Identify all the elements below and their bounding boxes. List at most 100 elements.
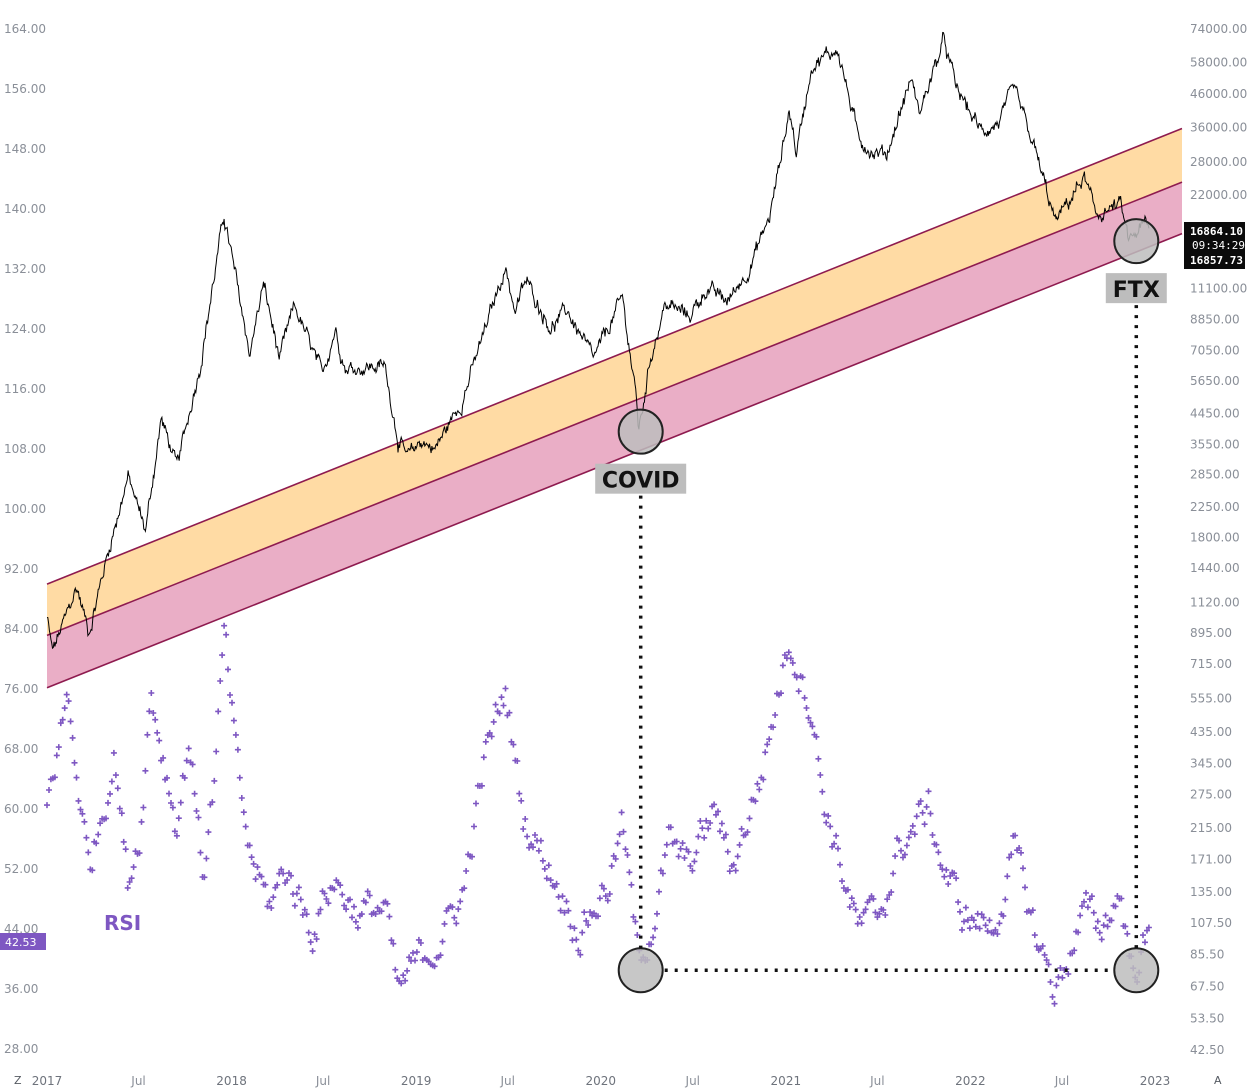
rsi-point: [61, 705, 68, 712]
rsi-point: [856, 914, 863, 920]
rsi-point: [919, 809, 926, 816]
rsi-point: [219, 652, 226, 659]
rsi-point: [197, 849, 204, 856]
rsi-point: [288, 872, 294, 879]
price-tag-bg: [1184, 222, 1245, 269]
rsi-point: [1041, 951, 1048, 958]
rsi-point: [903, 842, 910, 849]
channel-upper-line: [46, 127, 1183, 585]
rsi-point: [1012, 832, 1019, 839]
rsi-point: [227, 692, 233, 698]
rsi-point: [1000, 912, 1007, 919]
corner-right-label[interactable]: A: [1214, 1074, 1222, 1087]
rsi-point: [230, 717, 237, 724]
rsi-point: [996, 920, 1003, 927]
rsi-point: [724, 848, 731, 855]
rsi-point: [364, 888, 371, 895]
rsi-point: [268, 905, 275, 911]
right-tick-label: 1120.00: [1190, 595, 1240, 609]
rsi-point: [463, 868, 470, 874]
rsi-point: [620, 828, 627, 835]
rsi-point: [305, 929, 312, 936]
rsi-point: [1112, 903, 1119, 910]
rsi-point: [413, 949, 420, 956]
rsi-point: [490, 718, 497, 725]
rsi-point: [604, 897, 611, 904]
rsi-point: [955, 899, 962, 906]
rsi-point: [933, 841, 940, 848]
rsi-point: [815, 755, 822, 762]
rsi-point: [858, 920, 865, 927]
rsi-point: [301, 906, 308, 913]
rsi-point: [598, 882, 605, 889]
channel-lower-line: [46, 232, 1183, 689]
channel-mid-line: [46, 181, 1183, 637]
rsi-point: [699, 825, 706, 832]
rsi-point: [673, 838, 680, 845]
rsi-point: [626, 869, 633, 876]
rsi-point: [217, 678, 224, 684]
rsi-point: [966, 925, 973, 932]
rsi-point: [1098, 936, 1105, 943]
rsi-point: [762, 749, 769, 756]
rsi-point: [909, 822, 916, 829]
rsi-point: [502, 685, 509, 692]
rsi-point: [905, 834, 912, 841]
rsi-point: [628, 881, 635, 888]
rsi-point: [122, 846, 129, 853]
rsi-point: [850, 900, 857, 907]
rsi-point: [738, 825, 745, 832]
rsi-point: [833, 832, 840, 839]
rsi-point: [453, 920, 460, 927]
rsi-point: [915, 801, 922, 808]
corner-left-label[interactable]: Z: [14, 1074, 22, 1087]
x-tick-label: Jul: [130, 1074, 145, 1088]
right-tick-label: 2250.00: [1190, 500, 1240, 514]
rsi-point: [274, 881, 281, 888]
rsi-point: [51, 774, 58, 781]
rsi-point: [984, 928, 991, 935]
price-tag-close: 16857.73: [1190, 254, 1243, 267]
rsi-point: [140, 804, 147, 811]
rsi-point: [65, 698, 72, 705]
rsi-point: [236, 774, 243, 781]
rsi-point: [347, 896, 353, 903]
rsi-point: [827, 823, 834, 830]
rsi-point: [57, 720, 64, 727]
rsi-point: [77, 806, 84, 813]
rsi-point: [514, 758, 521, 764]
rsi-point: [543, 875, 550, 882]
rsi-point: [551, 883, 558, 890]
rsi-point: [457, 898, 464, 905]
rsi-point: [238, 795, 245, 801]
rsi-point: [516, 790, 523, 797]
right-tick-label: 107.50: [1190, 916, 1232, 930]
rsi-point: [862, 906, 869, 913]
left-tick-label: 100.00: [4, 502, 46, 516]
rsi-point: [193, 808, 200, 814]
rsi-point: [506, 709, 513, 716]
rsi-point: [1096, 929, 1103, 936]
rsi-point: [354, 924, 361, 931]
rsi-point: [146, 708, 153, 715]
right-tick-label: 74000.00: [1190, 22, 1247, 36]
rsi-point: [107, 790, 113, 797]
right-tick-label: 555.00: [1190, 691, 1232, 705]
rsi-point: [1033, 943, 1040, 950]
rsi-point: [278, 866, 285, 873]
rsi-point: [473, 800, 479, 807]
rsi-point: [860, 909, 867, 916]
rsi-point: [500, 702, 507, 709]
covid-label: COVID: [602, 469, 680, 494]
rsi-point: [986, 917, 993, 924]
right-tick-label: 215.00: [1190, 821, 1232, 835]
rsi-point: [120, 838, 127, 845]
price-tag-last: 16864.10: [1190, 225, 1243, 238]
rsi-point: [941, 873, 948, 880]
rsi-point: [404, 967, 411, 974]
right-tick-label: 53.50: [1190, 1012, 1224, 1026]
rsi-point: [169, 804, 176, 811]
rsi-point: [81, 818, 88, 825]
ftx-rsi-circle: [1113, 947, 1160, 994]
